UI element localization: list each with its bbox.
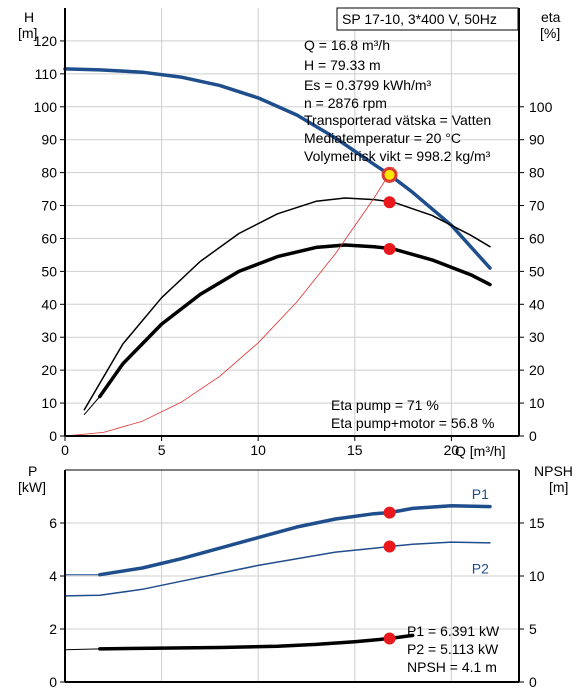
bottom-right-ylabel-line1: NPSH xyxy=(534,463,573,479)
top-right-ylabel-line1: eta xyxy=(541,9,561,25)
top-right-ytick-label-100: 100 xyxy=(529,99,553,115)
bottom-right-ylabel-line2: [m] xyxy=(549,479,568,495)
info-block: Q = 16.8 m³/h H = 79.33 m Es = 0.3799 kW… xyxy=(304,37,491,164)
top-xlabel: Q [m³/h] xyxy=(455,443,506,459)
bottom-right-ytick-label-10: 10 xyxy=(529,568,545,584)
top-left-ytick-label-80: 80 xyxy=(41,165,57,181)
top-left-ytick-label-110: 110 xyxy=(35,66,58,82)
bottom-left-ytick-label-4: 4 xyxy=(49,568,57,584)
top-grid xyxy=(65,8,519,436)
info-line-q: Q = 16.8 m³/h xyxy=(304,37,390,53)
bottom-right-ytick-label-15: 15 xyxy=(529,515,545,531)
info-line-h: H = 79.33 m xyxy=(304,57,381,73)
eta-pump-motor-label: Eta pump+motor = 56.8 % xyxy=(331,415,494,431)
info-line-n: n = 2876 rpm xyxy=(304,95,387,111)
series-h xyxy=(63,67,492,270)
series-eta-pump xyxy=(83,197,491,411)
top-left-ytick-label-10: 10 xyxy=(41,395,57,411)
eta-pump-label: Eta pump = 71 % xyxy=(331,397,439,413)
top-left-ylabel-line1: H xyxy=(24,9,34,25)
duty-point-marker xyxy=(382,167,397,182)
bottom-left-ylabel-line1: P xyxy=(28,463,37,479)
power-npsh-chart: 0 2 4 6 0 5 10 15 P [kW] NPSH [m] P1 P2 P1 = 6.3… xyxy=(18,463,573,690)
top-xtick-label-5: 5 xyxy=(158,442,166,458)
info-line-density: Volymetrisk vikt = 998.2 kg/m³ xyxy=(304,148,491,164)
top-xtick-label-20: 20 xyxy=(444,442,460,458)
top-right-ytick-label-20: 20 xyxy=(529,362,545,378)
series-eta-pump-motor xyxy=(98,243,492,399)
top-ticks: 0 5 10 15 20 0 10 20 30 40 50 60 70 80 90 100 110 120 0 10 2… xyxy=(34,33,553,458)
top-right-ytick-label-30: 30 xyxy=(529,329,545,345)
series-system-curve xyxy=(64,166,394,437)
bottom-right-ytick-label-5: 5 xyxy=(529,621,537,637)
top-xtick-label-15: 15 xyxy=(347,442,363,458)
bottom-operating-dot-1 xyxy=(383,540,396,553)
bottom-series xyxy=(64,504,492,651)
bottom-left-ytick-label-2: 2 xyxy=(49,621,57,637)
top-right-ylabel-line2: [%] xyxy=(540,25,560,41)
bottom-left-ytick-label-0: 0 xyxy=(49,674,57,690)
series-eta-extension xyxy=(83,396,101,416)
top-xtick-label-10: 10 xyxy=(250,442,266,458)
top-left-ytick-label-120: 120 xyxy=(34,33,58,49)
bottom-left-ytick-label-6: 6 xyxy=(49,515,57,531)
bottom-markers xyxy=(383,506,396,645)
pump-curve-chart: 0 5 10 15 20 0 10 20 30 40 50 60 70 80 90 100 110 120 0 10 2… xyxy=(18,7,561,459)
p1-value-label: P1 = 6.391 kW xyxy=(407,623,500,639)
top-xtick-label-0: 0 xyxy=(61,442,69,458)
top-right-ytick-label-0: 0 xyxy=(529,428,537,444)
series-label-p2: P2 xyxy=(472,560,489,576)
bottom-operating-dot-0 xyxy=(383,506,396,519)
series-npsh-extension xyxy=(64,648,101,651)
bottom-operating-dot-2 xyxy=(383,632,396,645)
top-right-ytick-label-10: 10 xyxy=(529,395,545,411)
series-h-extension xyxy=(64,68,101,71)
top-left-ytick-label-90: 90 xyxy=(41,132,57,148)
top-left-ytick-label-70: 70 xyxy=(41,198,57,214)
top-operating-dot-2 xyxy=(383,242,396,255)
top-left-ytick-label-20: 20 xyxy=(41,362,57,378)
top-right-ytick-label-50: 50 xyxy=(529,263,545,279)
power-info-block: P1 = 6.391 kW P2 = 5.113 kW NPSH = 4.1 m xyxy=(407,623,500,675)
eta-block: Eta pump = 71 % Eta pump+motor = 56.8 % xyxy=(331,397,494,431)
series-p2 xyxy=(64,541,491,597)
bottom-right-ytick-label-0: 0 xyxy=(529,674,537,690)
top-left-ytick-label-50: 50 xyxy=(41,263,57,279)
series-p1 xyxy=(98,504,492,577)
bottom-left-ylabel-line2: [kW] xyxy=(18,479,46,495)
title-box xyxy=(336,7,519,31)
top-right-ytick-label-40: 40 xyxy=(529,296,545,312)
top-left-ytick-label-0: 0 xyxy=(49,428,57,444)
top-operating-dot-1 xyxy=(383,196,396,209)
series-label-p1: P1 xyxy=(472,486,489,502)
p2-value-label: P2 = 5.113 kW xyxy=(407,641,499,657)
top-right-ytick-label-80: 80 xyxy=(529,165,545,181)
top-left-ytick-label-30: 30 xyxy=(41,329,57,345)
bottom-ticks: 0 2 4 6 0 5 10 15 xyxy=(49,515,545,690)
series-npsh xyxy=(98,633,415,651)
top-left-ytick-label-100: 100 xyxy=(34,99,58,115)
info-line-liquid: Transporterad vätska = Vatten xyxy=(304,112,491,128)
bottom-series-labels: P1 P2 xyxy=(472,486,489,576)
top-markers xyxy=(381,166,398,255)
chart-title: SP 17-10, 3*400 V, 50Hz xyxy=(342,11,497,27)
top-series xyxy=(63,67,492,437)
top-right-ytick-label-70: 70 xyxy=(529,198,545,214)
top-right-ytick-label-90: 90 xyxy=(529,132,545,148)
info-line-temp: Mediatemperatur = 20 °C xyxy=(304,130,461,146)
npsh-value-label: NPSH = 4.1 m xyxy=(407,659,497,675)
top-left-ylabel-line2: [m] xyxy=(18,25,37,41)
top-right-ytick-label-60: 60 xyxy=(529,230,545,246)
top-left-ytick-label-40: 40 xyxy=(41,296,57,312)
top-left-ytick-label-60: 60 xyxy=(41,230,57,246)
info-line-es: Es = 0.3799 kWh/m³ xyxy=(304,77,432,93)
